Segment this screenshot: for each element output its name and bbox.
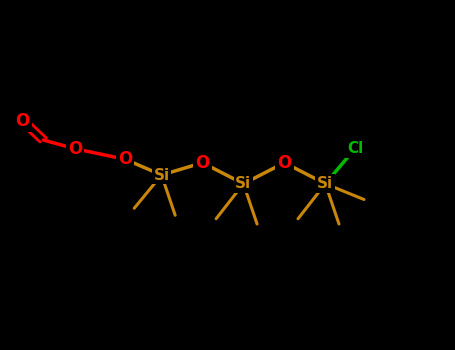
Text: Si: Si — [153, 168, 170, 182]
Text: O: O — [68, 140, 82, 158]
Text: Si: Si — [235, 176, 252, 191]
Text: O: O — [15, 112, 30, 130]
Text: Si: Si — [317, 176, 334, 191]
Text: Cl: Cl — [347, 141, 363, 156]
Text: O: O — [195, 154, 210, 172]
Text: O: O — [277, 154, 292, 172]
Text: O: O — [118, 150, 132, 168]
